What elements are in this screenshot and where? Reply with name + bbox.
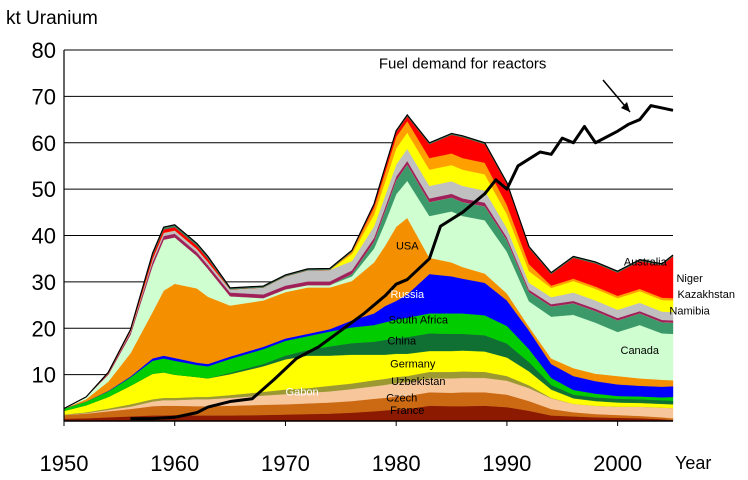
annotation-china: China	[387, 335, 417, 347]
annotation-namibia: Namibia	[669, 305, 710, 317]
y-tick-label-70: 70	[32, 84, 56, 109]
x-tick-label-1970: 1970	[261, 451, 310, 476]
annotation-russia: Russia	[390, 289, 425, 301]
stacked-areas	[63, 113, 674, 422]
annotation-south-africa: South Africa	[389, 315, 449, 327]
y-axis-title: kt Uranium	[6, 8, 98, 29]
x-tick-label-1960: 1960	[150, 451, 199, 476]
annotation-france: France	[390, 405, 424, 417]
x-tick-label-2000: 2000	[593, 451, 642, 476]
x-tick-label-1990: 1990	[482, 451, 531, 476]
annotation-fuel-demand-for-reactors: Fuel demand for reactors	[379, 56, 547, 73]
x-axis-title: Year	[675, 453, 711, 473]
annotation-australia: Australia	[624, 257, 668, 269]
annotation-uzbekistan: Uzbekistan	[391, 376, 445, 388]
y-tick-label-30: 30	[32, 270, 56, 295]
demand-line-group	[130, 79, 674, 421]
y-tick-label-10: 10	[32, 363, 56, 388]
annotation-canada: Canada	[621, 345, 660, 357]
y-tick-label-50: 50	[32, 177, 56, 202]
annotation-gabon: Gabon	[286, 386, 319, 398]
y-tick-label-20: 20	[32, 316, 56, 341]
annotation-czech: Czech	[386, 393, 417, 405]
x-tick-label-1950: 1950	[40, 451, 89, 476]
demand-arrow-head	[621, 102, 630, 112]
annotation-germany: Germany	[390, 359, 436, 371]
axes: 10 20 30 40 50 60 70 80 1950 1960 1970 1980 1990 2000	[32, 38, 673, 476]
annotation-niger: Niger	[676, 273, 703, 285]
y-tick-label-60: 60	[32, 131, 56, 156]
demand-line	[130, 104, 674, 421]
annotation-usa: USA	[396, 240, 419, 252]
total-production-outline	[63, 113, 674, 410]
y-tick-label-40: 40	[32, 224, 56, 249]
x-tick-label-1980: 1980	[372, 451, 421, 476]
annotations: Fuel demand for reactors USA Russia South A…	[286, 56, 735, 417]
y-tick-label-80: 80	[32, 38, 56, 63]
annotation-kazakhstan: Kazakhstan	[677, 289, 734, 301]
